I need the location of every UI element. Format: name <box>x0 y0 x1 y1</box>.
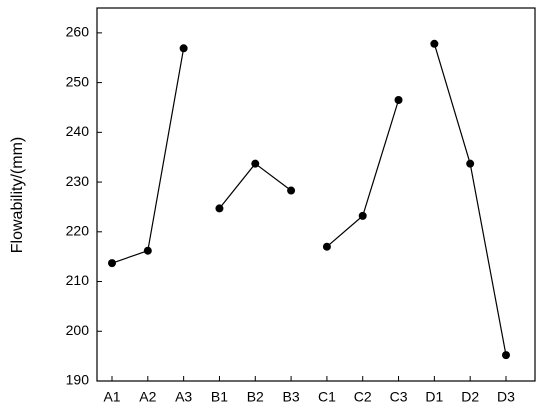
x-tick-label: C3 <box>390 389 408 405</box>
x-tick-label: D1 <box>425 389 443 405</box>
x-tick-label: C1 <box>318 389 336 405</box>
y-tick-label: 200 <box>66 322 90 338</box>
data-point <box>108 259 116 268</box>
data-point <box>502 351 510 360</box>
plot-frame <box>96 7 536 382</box>
x-tick-label: A1 <box>103 389 120 405</box>
y-tick-label: 220 <box>66 223 90 239</box>
x-tick-label: D2 <box>461 389 479 405</box>
y-tick-label: 230 <box>66 173 90 189</box>
series-line <box>326 99 400 248</box>
x-tick-label: B2 <box>247 389 264 405</box>
y-tick-label: 260 <box>66 24 90 40</box>
data-point <box>143 246 152 255</box>
x-tick-label: A2 <box>139 389 156 405</box>
x-tick-label: B1 <box>211 389 228 405</box>
y-tick-label: 250 <box>66 73 90 89</box>
y-axis-label: Flowability/(mm) <box>9 137 26 253</box>
x-tick-label: B3 <box>283 389 300 405</box>
data-point <box>215 204 224 213</box>
series-line <box>433 43 507 356</box>
series-line <box>111 48 185 264</box>
series-line <box>218 162 292 209</box>
data-point <box>358 211 367 220</box>
y-tick-label: 190 <box>66 372 90 388</box>
y-tick-label: 240 <box>66 123 90 139</box>
data-point <box>430 39 439 48</box>
data-point <box>287 186 296 195</box>
x-tick-label: D3 <box>497 389 515 405</box>
y-tick-label: 210 <box>66 272 90 288</box>
x-tick-label: A3 <box>175 389 192 405</box>
data-point <box>251 159 260 168</box>
data-point <box>466 159 475 168</box>
data-point <box>394 96 403 105</box>
data-point <box>179 44 188 53</box>
data-point <box>322 242 331 251</box>
x-tick-label: C2 <box>354 389 372 405</box>
